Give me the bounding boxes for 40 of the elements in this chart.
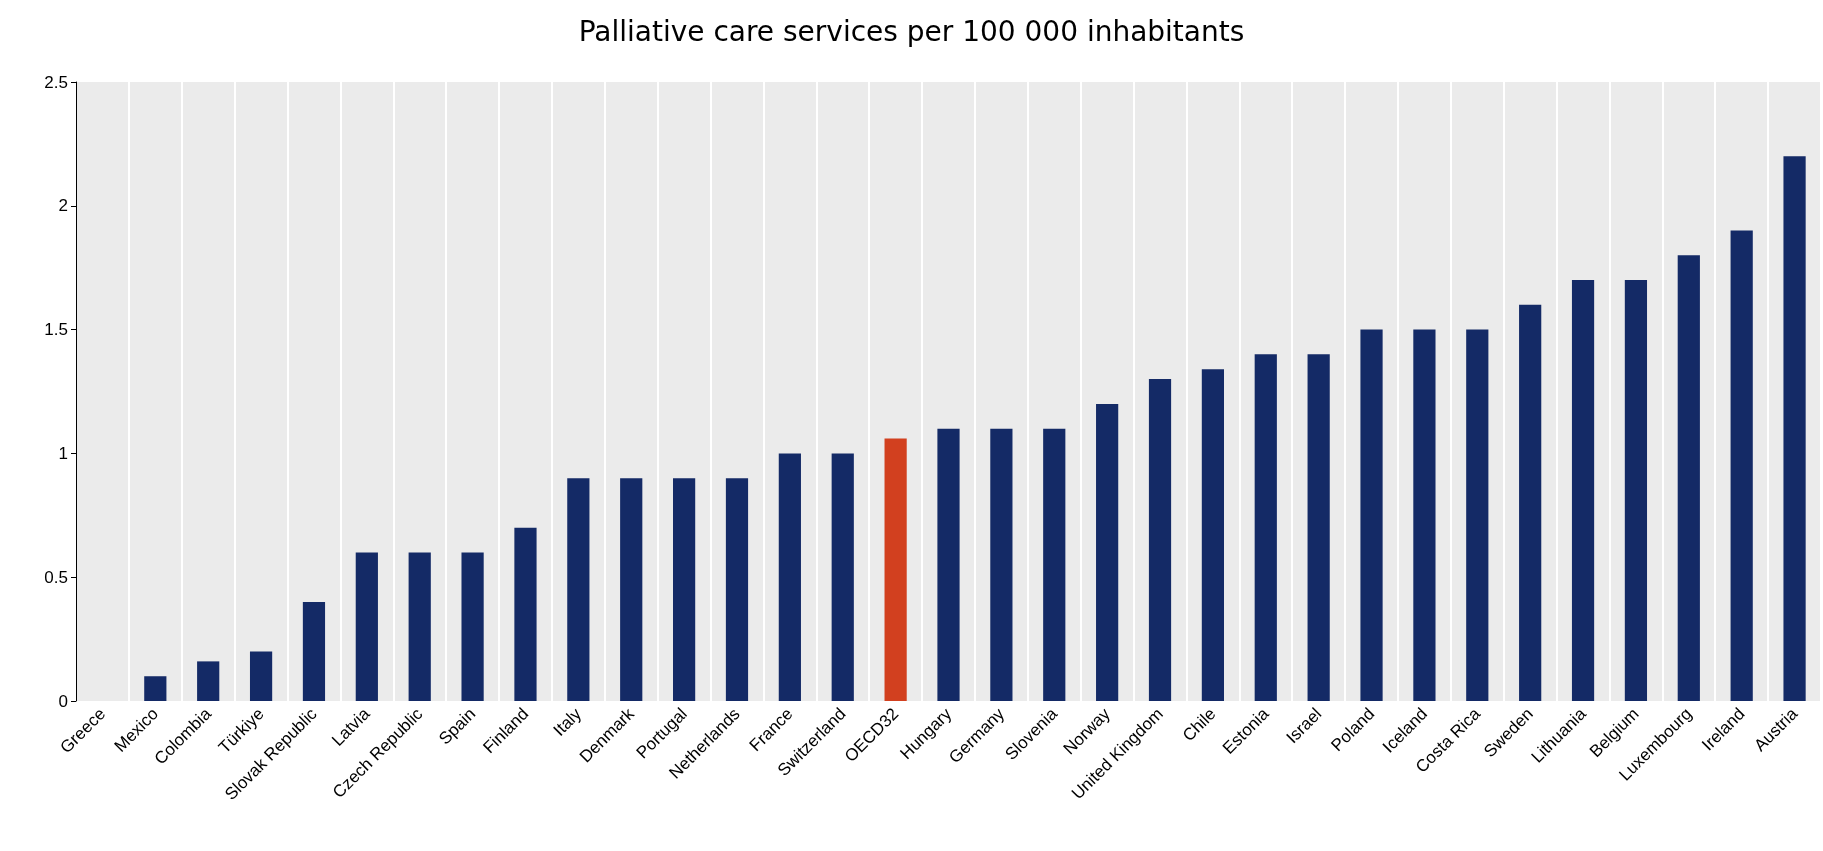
- y-tick-label: 2: [58, 196, 68, 216]
- bar: [1307, 354, 1330, 701]
- y-tick-label: 0: [58, 691, 68, 711]
- bar: [144, 676, 167, 701]
- bar: [1730, 230, 1753, 701]
- bar: [990, 428, 1013, 701]
- bar: [1413, 329, 1436, 701]
- bar: [1571, 280, 1595, 701]
- bar: [1360, 329, 1383, 701]
- bar: [302, 601, 326, 701]
- bar: [514, 527, 537, 701]
- bar: [1254, 354, 1277, 701]
- bar: [673, 478, 696, 701]
- bar: [778, 453, 801, 701]
- bar: [831, 453, 854, 701]
- bar: [461, 552, 484, 701]
- bar: [884, 438, 907, 701]
- bar: [1624, 280, 1648, 701]
- bar: [1677, 255, 1700, 701]
- y-tick-label: 0.5: [44, 567, 68, 587]
- bar: [197, 661, 220, 701]
- chart-title: Palliative care services per 100 000 inhabitants: [578, 14, 1245, 48]
- bar: [620, 478, 643, 701]
- x-tick-label: Italy: [549, 703, 586, 740]
- y-tick-label: 1: [58, 443, 68, 463]
- bar: [1783, 156, 1806, 701]
- bar: [355, 552, 378, 701]
- bar: [937, 428, 960, 701]
- bar: [1466, 329, 1489, 701]
- bar: [567, 478, 590, 701]
- bar: [1519, 304, 1542, 701]
- bar: [408, 552, 431, 701]
- bar: [1043, 428, 1066, 701]
- bar: [725, 478, 749, 701]
- bar: [1148, 379, 1172, 701]
- bar: [1201, 369, 1224, 701]
- bar: [249, 651, 273, 701]
- y-tick-label: 2.5: [44, 72, 68, 92]
- y-tick-label: 1.5: [44, 320, 68, 340]
- bar: [1096, 403, 1119, 701]
